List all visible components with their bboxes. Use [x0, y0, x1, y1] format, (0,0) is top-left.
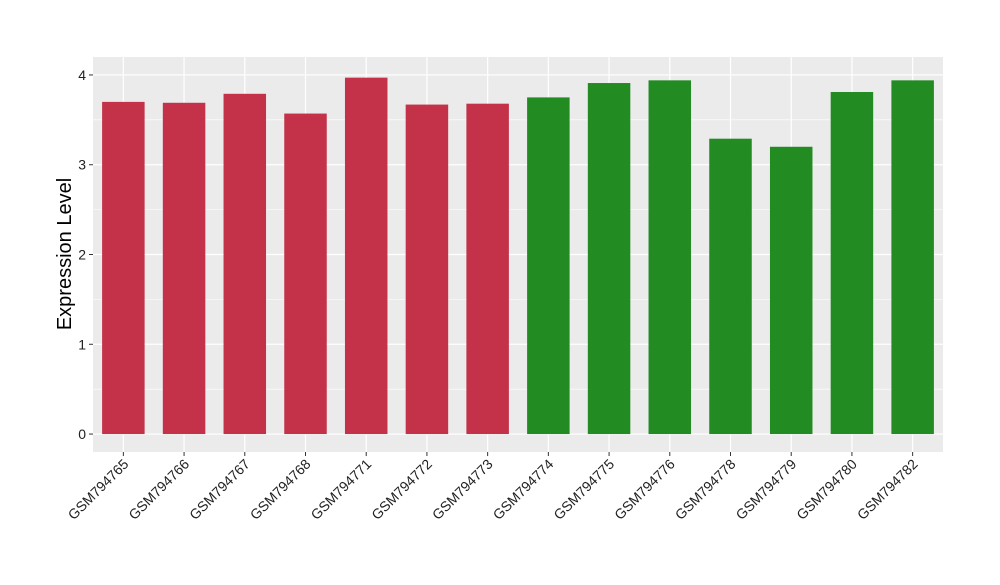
x-tick-label: GSM794778: [672, 456, 739, 523]
x-tick-label: GSM794771: [307, 456, 374, 523]
bars: [102, 77, 934, 435]
y-tick-label: 3: [78, 157, 86, 173]
bar-GSM794775: [587, 83, 631, 435]
y-tick-label: 0: [78, 426, 86, 442]
x-tick-label: GSM794776: [611, 456, 678, 523]
bar-GSM794765: [102, 101, 145, 435]
bar-GSM794776: [648, 80, 692, 435]
x-tick-label: GSM794765: [65, 456, 132, 523]
y-tick-label: 2: [78, 247, 86, 263]
x-tick-label: GSM794774: [490, 456, 557, 523]
x-tick-label: GSM794775: [550, 456, 617, 523]
x-tick-label: GSM794767: [186, 456, 253, 523]
bar-GSM794782: [891, 80, 934, 435]
bar-GSM794772: [405, 104, 449, 435]
bar-GSM794766: [162, 102, 206, 435]
x-tick-label: GSM794766: [125, 456, 192, 523]
x-tick-label: GSM794780: [793, 456, 860, 523]
bar-GSM794767: [223, 93, 267, 435]
y-tick-label: 1: [78, 336, 86, 352]
x-tick-label: GSM794782: [854, 456, 921, 523]
bar-GSM794773: [466, 103, 509, 435]
y-axis-label: Expression Level: [54, 178, 76, 330]
y-axis: 0 1 2 3 4: [78, 67, 93, 442]
bar-GSM794780: [830, 92, 874, 435]
bar-GSM794771: [344, 77, 388, 435]
x-tick-label: GSM794772: [368, 456, 435, 523]
x-tick-label: GSM794768: [247, 456, 314, 523]
bar-GSM794778: [709, 138, 752, 435]
bar-GSM794774: [527, 97, 570, 435]
x-tick-label: GSM794779: [732, 456, 799, 523]
x-tick-label: GSM794773: [429, 456, 496, 523]
bar-GSM794779: [769, 146, 813, 435]
bar-GSM794768: [284, 113, 327, 435]
y-tick-label: 4: [78, 67, 86, 83]
x-axis: GSM794765GSM794766GSM794767GSM794768GSM7…: [65, 452, 921, 523]
